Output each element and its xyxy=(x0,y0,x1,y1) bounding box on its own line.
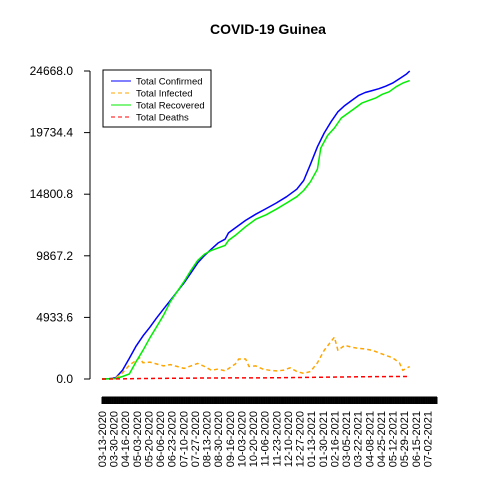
x-tick-label: 03-30-2020 xyxy=(109,411,121,467)
x-tick-label: 05-12-2021 xyxy=(388,411,400,467)
x-tick-label: 02-16-2021 xyxy=(329,411,341,467)
x-tick-label: 07-02-2021 xyxy=(422,411,434,467)
y-tick-label: 14800.8 xyxy=(30,187,74,201)
series-line-total-confirmed xyxy=(101,70,411,380)
x-tick-label: 01-30-2021 xyxy=(318,411,330,467)
x-tick-label: 06-23-2020 xyxy=(167,411,179,467)
x-tick-label: 05-03-2020 xyxy=(132,411,144,467)
axes: 0.0 4933.6 9867.2 14800.8 19734.4 24668.0 03-1… xyxy=(30,64,438,467)
x-tick-label: 03-13-2020 xyxy=(97,411,109,467)
x-tick-label: 09-16-2020 xyxy=(225,411,237,467)
x-tick-label: 06-15-2021 xyxy=(411,411,423,467)
series-line-total-infected xyxy=(101,336,411,380)
chart-title: COVID-19 Guinea xyxy=(210,21,326,37)
x-axis-ticks xyxy=(101,397,438,404)
x-tick-label: 04-08-2021 xyxy=(364,411,376,467)
x-tick-label: 05-29-2021 xyxy=(399,411,411,467)
x-tick-label: 04-16-2020 xyxy=(120,411,132,467)
x-tick-label: 10-20-2020 xyxy=(248,411,260,467)
x-tick-label: 06-06-2020 xyxy=(155,411,167,467)
y-tick-label: 4933.6 xyxy=(36,310,73,324)
x-tick-label: 01-13-2021 xyxy=(306,411,318,467)
y-tick-label: 0.0 xyxy=(56,372,73,386)
x-tick-label: 11-06-2020 xyxy=(260,411,272,466)
series-lines xyxy=(101,70,411,380)
legend-label-total-recovered: Total Recovered xyxy=(136,101,205,112)
x-tick-label: 07-10-2020 xyxy=(178,411,190,467)
series-line-total-deaths xyxy=(101,375,410,380)
legend-label-total-infected: Total Infected xyxy=(136,89,193,100)
y-tick-label: 19734.4 xyxy=(30,126,74,140)
x-tick-label: 11-23-2020 xyxy=(271,411,283,466)
legend-label-total-confirmed: Total Confirmed xyxy=(136,77,203,88)
x-tick-label: 12-10-2020 xyxy=(283,411,295,467)
x-tick-label: 05-20-2020 xyxy=(143,411,155,467)
x-tick-label: 04-25-2021 xyxy=(376,411,388,467)
x-tick-label: 08-30-2020 xyxy=(213,411,225,467)
x-tick-label: 12-27-2020 xyxy=(295,411,307,467)
legend-label-total-deaths: Total Deaths xyxy=(136,113,189,124)
x-tick-label: 10-03-2020 xyxy=(236,411,248,467)
y-tick-label: 9867.2 xyxy=(36,249,73,263)
x-tick-label: 08-13-2020 xyxy=(202,411,214,467)
x-tick-label: 03-22-2021 xyxy=(353,411,365,467)
x-tick-label: 03-05-2021 xyxy=(341,411,353,467)
x-tick-label: 07-27-2020 xyxy=(190,411,202,467)
series-line-total-recovered xyxy=(101,79,410,380)
y-tick-label: 24668.0 xyxy=(30,64,74,78)
